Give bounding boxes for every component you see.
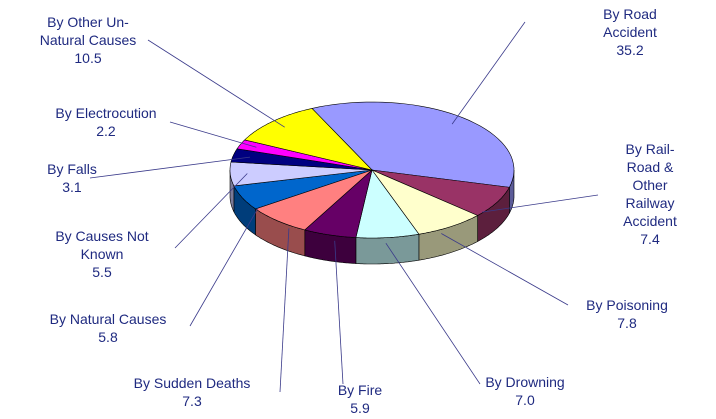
leader-line [174,173,248,249]
slice [254,169,373,231]
category-label: By Electrocution [55,105,157,121]
value-label: 3.1 [62,179,82,195]
data-label: By Falls 3.1 [47,160,97,196]
leader-line [481,194,599,213]
value-label: 5.5 [92,264,112,280]
leader-line [169,121,257,148]
slice [236,139,373,171]
leader-line [89,156,251,179]
value-label: 7.0 [515,392,535,408]
slice-side [355,233,420,265]
category-label: By Drowning [485,374,565,390]
value-label: 7.8 [617,315,637,331]
value-label: 10.5 [74,50,102,66]
category-label: By Sudden Deaths [133,375,251,391]
category-label: By Causes Not Known [55,228,149,262]
data-label: By Natural Causes 5.8 [50,310,167,346]
slice [244,108,373,171]
category-label: By Falls [47,161,97,177]
value-label: 7.4 [640,231,660,247]
data-label: By Electrocution 2.2 [55,104,156,140]
slice [355,169,420,239]
leader-line [385,242,481,385]
category-label: By Road Accident [603,6,657,40]
leader-line [147,39,285,128]
data-label: By Sudden Deaths 7.3 [134,374,251,410]
data-label: By Drowning 7.0 [485,373,564,409]
data-label: By Other Un- Natural Causes 10.5 [40,13,137,67]
slice [229,161,373,187]
value-label: 35.2 [616,42,644,58]
category-label: By Fire [337,382,383,398]
category-label: By Natural Causes [49,311,167,327]
value-label: 5.9 [350,400,370,416]
category-label: By Poisoning [586,297,668,313]
leader-line [451,21,526,125]
slice [371,169,479,235]
data-label: By Rail-Road & Other Railway Accident 7.4 [617,140,683,248]
slice [233,169,373,210]
category-label: By Other Un- Natural Causes [39,14,137,48]
slice [304,169,373,238]
data-label: By Road Accident 35.2 [587,5,673,59]
slice [311,101,515,188]
leader-line [441,233,569,306]
leader-line [189,208,259,327]
data-label: By Fire 5.9 [338,381,382,417]
data-label: By Poisoning 7.8 [586,296,668,332]
data-label: By Causes Not Known 5.5 [55,227,148,281]
value-label: 5.8 [98,329,118,345]
value-label: 2.2 [96,123,116,139]
value-label: 7.3 [182,393,202,409]
category-label: By Rail-Road & Other Railway Accident [623,141,677,229]
leader-line [334,240,344,385]
leader-line [279,228,290,393]
